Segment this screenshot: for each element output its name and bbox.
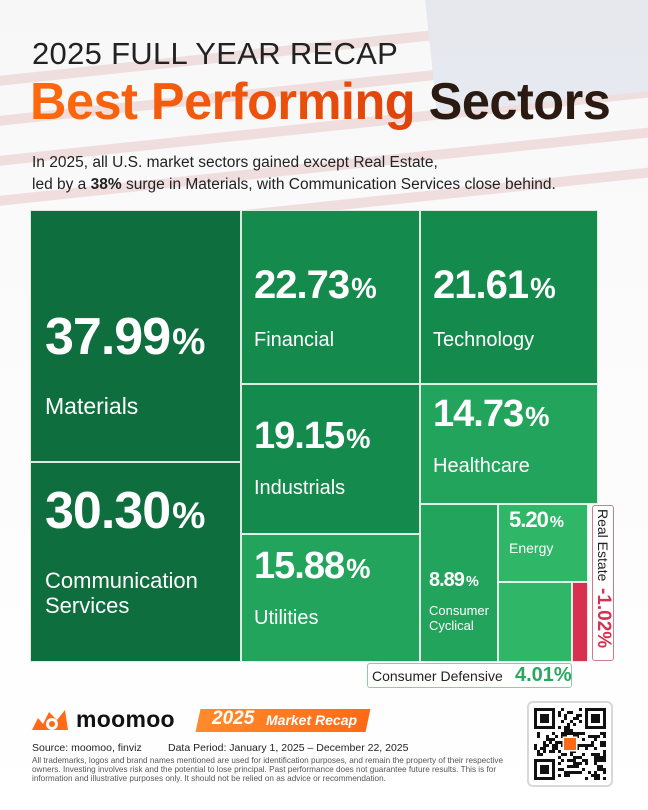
materials-label: Materials (45, 393, 139, 419)
industrials-value: 19.15% (254, 415, 370, 457)
subtitle-line-2: led by a 38% surge in Materials, with Co… (32, 176, 556, 194)
source-note: Source: moomoo, finviz (32, 742, 142, 754)
page-title: Best Performing Sectors (30, 72, 611, 132)
financial-label: Financial (254, 329, 335, 351)
data-period: Data Period: January 1, 2025 – December … (168, 742, 409, 754)
subtitle-line-1: In 2025, all U.S. market sectors gained … (32, 154, 438, 171)
technology-value: 21.61% (433, 263, 556, 307)
financial-value: 22.73% (254, 263, 377, 307)
title-highlight: Best Performing (30, 73, 416, 131)
title-rest: Sectors (428, 73, 611, 131)
real-estate-callout (592, 505, 614, 661)
tile-real-estate (572, 582, 588, 662)
healthcare-label: Healthcare (433, 455, 530, 477)
recap-year: 2025 (212, 708, 255, 729)
tile-consumer-defensive (498, 582, 572, 662)
qr-code[interactable] (527, 701, 613, 787)
energy-value: 5.20% (509, 507, 564, 532)
consumer-defensive-value: 4.01% (515, 664, 572, 686)
utilities-label: Utilities (254, 607, 319, 629)
subtitle-bold: 38% (90, 176, 122, 193)
moomoo-logo-icon (32, 710, 68, 730)
sector-treemap: 37.99% Materials 30.30% Communication Servic… (30, 210, 598, 662)
tile-technology: 21.61% Technology (420, 210, 598, 384)
industrials-label: Industrials (254, 477, 346, 499)
materials-value: 37.99% (45, 308, 205, 366)
tile-industrials: 19.15% Industrials (241, 384, 420, 534)
real-estate-label: Real Estate (592, 505, 614, 585)
tile-utilities: 15.88% Utilities (241, 534, 420, 662)
tile-communication-services: 30.30% Communication Services (30, 462, 241, 662)
brand-name: moomoo (76, 706, 175, 732)
real-estate-value-text: -1.02% (593, 588, 614, 649)
communication-services-label: Communication Services (45, 568, 198, 618)
subtitle-post: surge in Materials, with Communication S… (121, 176, 556, 193)
communication-services-value: 30.30% (45, 482, 205, 540)
consumer-cyclical-label: Consumer Cyclical (429, 603, 489, 633)
consumer-defensive-name: Consumer Defensive (372, 668, 503, 684)
qr-code-icon (534, 708, 606, 780)
energy-label: Energy (509, 540, 554, 556)
tile-energy: 5.20% Energy (498, 504, 588, 582)
technology-label: Technology (433, 329, 535, 351)
page-kicker: 2025 FULL YEAR RECAP (32, 36, 399, 71)
utilities-value: 15.88% (254, 545, 370, 587)
real-estate-name: Real Estate (595, 509, 611, 582)
subtitle-pre: led by a (32, 176, 91, 193)
recap-label: Market Recap (266, 712, 358, 728)
tile-consumer-cyclical: 8.89% Consumer Cyclical (420, 504, 498, 662)
tile-financial: 22.73% Financial (241, 210, 420, 384)
disclaimer: All trademarks, logos and brand names me… (32, 756, 504, 784)
healthcare-value: 14.73% (433, 393, 549, 435)
tile-materials: 37.99% Materials (30, 210, 241, 462)
consumer-cyclical-value: 8.89% (429, 569, 479, 591)
real-estate-value: -1.02% (592, 588, 614, 660)
tile-healthcare: 14.73% Healthcare (420, 384, 598, 504)
consumer-defensive-callout (367, 663, 572, 688)
